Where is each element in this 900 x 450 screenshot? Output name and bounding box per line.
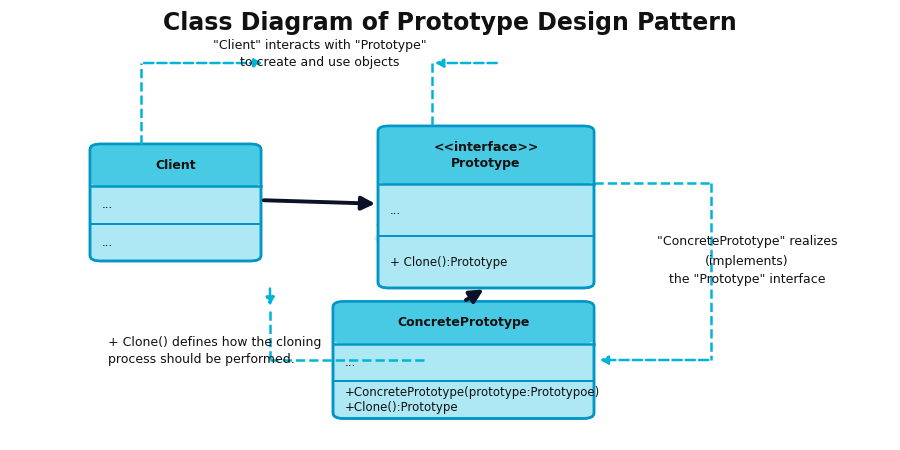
Text: +ConcretePrototype(prototype:Prototypoe)
+Clone():Prototype: +ConcretePrototype(prototype:Prototypoe)… [345, 386, 600, 414]
Text: ...: ... [102, 198, 113, 211]
Text: Client: Client [155, 158, 196, 171]
Polygon shape [378, 205, 396, 218]
FancyBboxPatch shape [378, 126, 594, 184]
Text: ...: ... [345, 356, 356, 369]
Text: + Clone():Prototype: + Clone():Prototype [390, 256, 507, 269]
Text: ...: ... [102, 236, 113, 249]
FancyBboxPatch shape [90, 144, 261, 261]
Text: <<interface>>
Prototype: <<interface>> Prototype [433, 141, 539, 170]
Text: ScholarHat: ScholarHat [410, 213, 556, 237]
Polygon shape [374, 229, 400, 248]
FancyBboxPatch shape [90, 144, 261, 186]
Text: ConcretePrototype: ConcretePrototype [397, 316, 530, 329]
FancyBboxPatch shape [333, 302, 594, 344]
Polygon shape [376, 216, 398, 234]
FancyBboxPatch shape [378, 126, 594, 288]
Text: "Client" interacts with "Prototype"
to create and use objects: "Client" interacts with "Prototype" to c… [212, 39, 427, 69]
Text: "ConcretePrototype" realizes
(implements)
the "Prototype" interface: "ConcretePrototype" realizes (implements… [657, 235, 837, 287]
Text: ...: ... [390, 204, 401, 217]
Text: + Clone() defines how the cloning
process should be performed.: + Clone() defines how the cloning proces… [108, 336, 321, 366]
Text: Class Diagram of Prototype Design Pattern: Class Diagram of Prototype Design Patter… [163, 11, 737, 35]
FancyBboxPatch shape [333, 302, 594, 418]
